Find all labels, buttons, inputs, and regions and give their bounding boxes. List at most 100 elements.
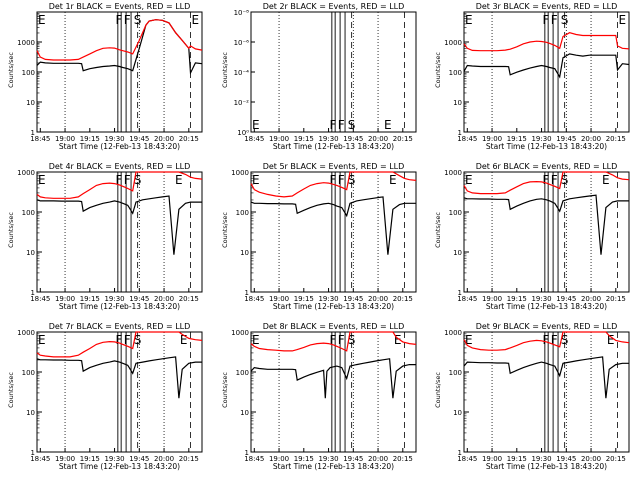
x-tick-label: 19:00 [482, 295, 502, 303]
y-axis-label: Counts/sec [221, 212, 229, 248]
panel-1: Det 1r BLACK = Events, RED = LLD 1 10 100 10… [7, 2, 203, 151]
series-events [250, 196, 416, 255]
series-lld [36, 171, 203, 199]
panel-title: Det 1r BLACK = Events, RED = LLD [49, 2, 191, 11]
y-tick-label: 1 [245, 289, 249, 297]
panel-title: Det 3r BLACK = Events, RED = LLD [476, 2, 618, 11]
plot-frame [463, 331, 630, 453]
x-tick-label: 19:00 [269, 455, 289, 463]
series-lld [250, 171, 417, 198]
panel-6: Det 6r BLACK = Events, RED = LLD 1 10 100 10… [434, 162, 630, 311]
x-tick-label: 20:00 [368, 295, 388, 303]
marker-f: F [330, 118, 337, 132]
x-tick-label: 19:30 [104, 295, 124, 303]
x-tick-label: 19:15 [294, 135, 314, 143]
y-tick-label: 10 [453, 99, 462, 107]
y-axis-label: Counts/sec [7, 212, 15, 248]
marker-e: E [191, 13, 199, 27]
y-tick-label: 100 [449, 69, 462, 77]
panel-title: Det 7r BLACK = Events, RED = LLD [49, 322, 191, 331]
x-tick-label: 19:00 [269, 295, 289, 303]
marker-e: E [180, 333, 188, 347]
x-tick-label: 19:15 [80, 295, 100, 303]
series-events [250, 358, 416, 399]
y-axis-label: Counts/sec [221, 52, 229, 88]
x-tick-label: 19:30 [531, 295, 551, 303]
x-tick-label: 19:45 [556, 295, 576, 303]
x-tick-label: 19:15 [80, 455, 100, 463]
x-axis-label: Start Time (12-Feb-13 18:43:20) [59, 462, 180, 471]
marker-s: S [561, 333, 569, 347]
marker-e: E [465, 173, 473, 187]
x-axis-label: Start Time (12-Feb-13 18:43:20) [273, 462, 394, 471]
marker-f: F [124, 13, 131, 27]
marker-e: E [618, 13, 626, 27]
marker-e: E [38, 13, 46, 27]
y-axis-label: Counts/sec [434, 52, 442, 88]
y-tick-label: 1 [31, 129, 35, 137]
plot-frame [463, 171, 630, 293]
y-tick-label: 1 [458, 129, 462, 137]
x-axis-label: Start Time (12-Feb-13 18:43:20) [486, 142, 607, 151]
marker-f: F [338, 173, 345, 187]
x-tick-label: 19:30 [318, 135, 338, 143]
y-tick-label: 10 [26, 99, 35, 107]
series-events [36, 19, 203, 76]
x-tick-label: 19:45 [343, 295, 363, 303]
x-tick-label: 19:00 [269, 135, 289, 143]
x-tick-label: 18:45 [244, 135, 264, 143]
x-tick-label: 19:30 [104, 135, 124, 143]
marker-f: F [551, 173, 558, 187]
series-events [36, 195, 202, 255]
x-tick-label: 18:45 [244, 455, 264, 463]
y-tick-label: 100 [236, 369, 249, 377]
x-axis-label: Start Time (12-Feb-13 18:43:20) [273, 142, 394, 151]
x-tick-label: 19:00 [482, 135, 502, 143]
marker-f: F [124, 333, 131, 347]
panel-3: Det 3r BLACK = Events, RED = LLD 1 10 100 10… [434, 2, 630, 151]
marker-e: E [389, 173, 397, 187]
marker-f: F [116, 333, 123, 347]
y-tick-label: 1000 [231, 329, 249, 337]
x-tick-label: 19:00 [482, 455, 502, 463]
x-tick-label: 19:45 [129, 135, 149, 143]
x-tick-label: 19:45 [129, 295, 149, 303]
x-tick-label: 20:00 [581, 455, 601, 463]
y-tick-label: 10⁻⁴ [234, 69, 250, 77]
y-axis-label: Counts/sec [7, 372, 15, 408]
y-tick-label: 100 [22, 369, 35, 377]
panel-title: Det 6r BLACK = Events, RED = LLD [476, 162, 618, 171]
x-tick-label: 19:45 [343, 455, 363, 463]
x-tick-label: 20:15 [606, 295, 626, 303]
x-tick-label: 19:15 [507, 135, 527, 143]
y-tick-label: 10 [240, 409, 249, 417]
x-tick-label: 18:45 [30, 455, 50, 463]
y-tick-label: 10⁻⁸ [234, 9, 250, 17]
marker-e: E [607, 333, 615, 347]
x-tick-label: 18:45 [457, 455, 477, 463]
x-axis-label: Start Time (12-Feb-13 18:43:20) [59, 142, 180, 151]
x-tick-label: 20:00 [154, 455, 174, 463]
x-tick-label: 19:00 [55, 295, 75, 303]
x-tick-label: 18:45 [457, 295, 477, 303]
y-axis-label: Counts/sec [434, 372, 442, 408]
plot-frame [463, 11, 630, 133]
series-lld [463, 331, 630, 351]
x-tick-label: 20:00 [581, 135, 601, 143]
x-axis-label: Start Time (12-Feb-13 18:43:20) [273, 302, 394, 311]
marker-e: E [602, 173, 610, 187]
marker-s: S [134, 333, 142, 347]
x-tick-label: 18:45 [457, 135, 477, 143]
marker-e: E [38, 333, 46, 347]
plot-frame [36, 171, 203, 293]
x-tick-label: 19:15 [294, 295, 314, 303]
y-tick-label: 1 [31, 449, 35, 457]
y-tick-label: 100 [236, 209, 249, 217]
marker-e: E [38, 173, 46, 187]
x-tick-label: 19:30 [531, 135, 551, 143]
plot-frame [250, 171, 417, 293]
x-tick-label: 19:15 [294, 455, 314, 463]
x-tick-label: 20:15 [606, 455, 626, 463]
series-events [463, 194, 629, 255]
y-tick-label: 1000 [444, 39, 462, 47]
